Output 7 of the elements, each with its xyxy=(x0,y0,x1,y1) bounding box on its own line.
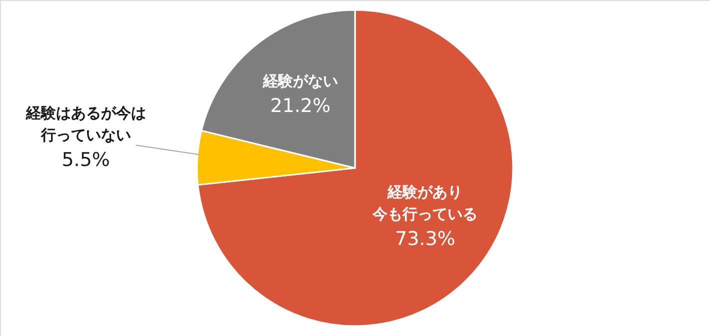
data-label: 5.5% xyxy=(62,149,110,172)
data-label: 73.3% xyxy=(394,228,456,250)
slice-label: 経験はあるが今は行っていない xyxy=(24,104,146,144)
slice-label: 経験があり今も行っている xyxy=(372,183,478,224)
data-label: 21.2% xyxy=(270,94,331,117)
slice-label: 経験がない xyxy=(262,72,338,90)
pie-slice xyxy=(197,9,514,326)
